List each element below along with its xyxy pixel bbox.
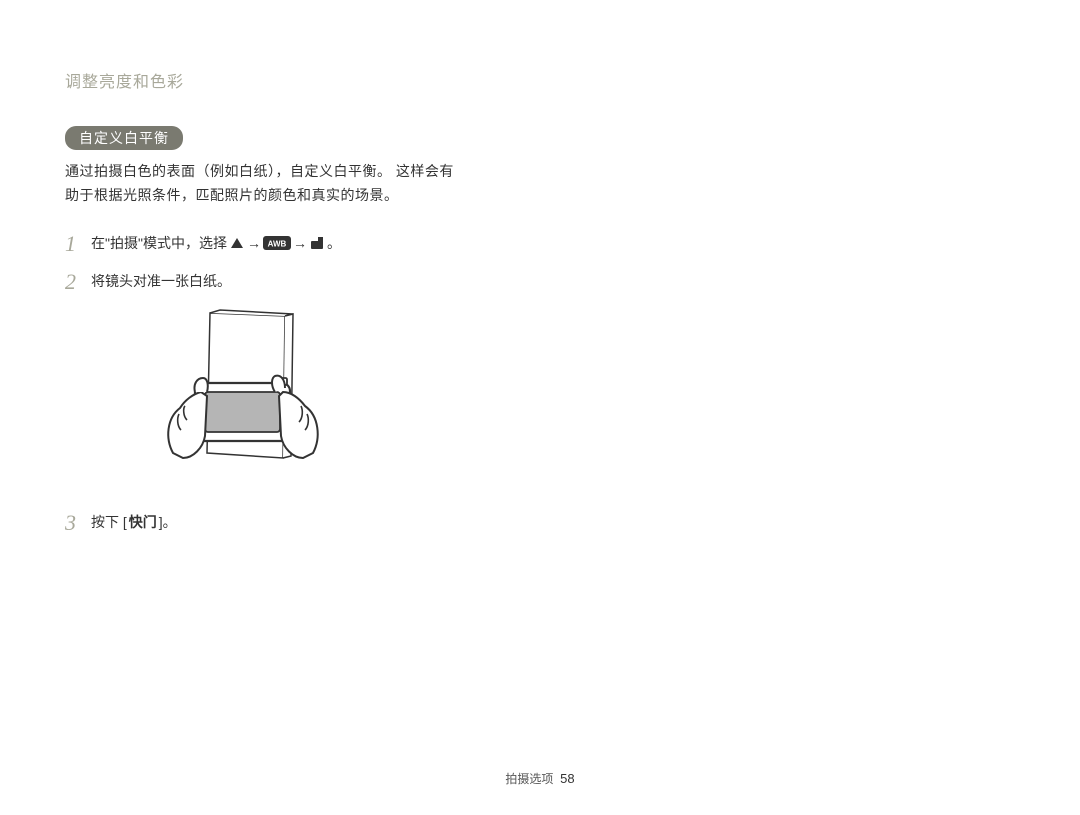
up-triangle-icon — [229, 236, 245, 250]
intro-line-2: 助于根据光照条件，匹配照片的颜色和真实的场景。 — [65, 187, 399, 203]
step-2-text: 将镜头对准一张白纸。 — [91, 270, 231, 292]
page-column: 调整亮度和色彩 自定义白平衡 通过拍摄白色的表面（例如白纸），自定义白平衡。 这… — [65, 68, 545, 549]
section-pill: 自定义白平衡 — [65, 126, 183, 150]
step-1-suffix: 。 — [327, 232, 341, 254]
step-1-text: 在"拍摄"模式中，选择 → AWB → 。 — [91, 232, 341, 254]
footer-label: 拍摄选项 — [505, 772, 553, 786]
step-3-number: 3 — [65, 511, 91, 535]
step-1: 1 在"拍摄"模式中，选择 → AWB → 。 — [65, 232, 545, 256]
step-1-prefix: 在"拍摄"模式中，选择 — [91, 232, 227, 254]
illustration — [135, 308, 545, 493]
step-2: 2 将镜头对准一张白纸。 — [65, 270, 545, 294]
step-3-bold: 快门 — [129, 511, 157, 533]
step-3-text: 按下 [快门]。 — [91, 511, 177, 533]
arrow-2: → — [293, 232, 307, 254]
breadcrumb: 调整亮度和色彩 — [65, 68, 545, 92]
step-3: 3 按下 [快门]。 — [65, 511, 545, 535]
intro-text: 通过拍摄白色的表面（例如白纸），自定义白平衡。 这样会有 助于根据光照条件，匹配… — [65, 160, 545, 208]
awb-badge-icon: AWB — [263, 236, 291, 250]
custom-wb-icon — [309, 235, 325, 251]
step-2-number: 2 — [65, 270, 91, 294]
footer-page-number: 58 — [560, 771, 574, 786]
svg-text:AWB: AWB — [268, 239, 287, 248]
step-3-prefix: 按下 [ — [91, 511, 127, 533]
page-footer: 拍摄选项 58 — [0, 770, 1080, 787]
intro-line-1: 通过拍摄白色的表面（例如白纸），自定义白平衡。 这样会有 — [65, 163, 454, 179]
step-1-number: 1 — [65, 232, 91, 256]
step-3-suffix: ]。 — [159, 511, 177, 533]
arrow-1: → — [247, 232, 261, 254]
